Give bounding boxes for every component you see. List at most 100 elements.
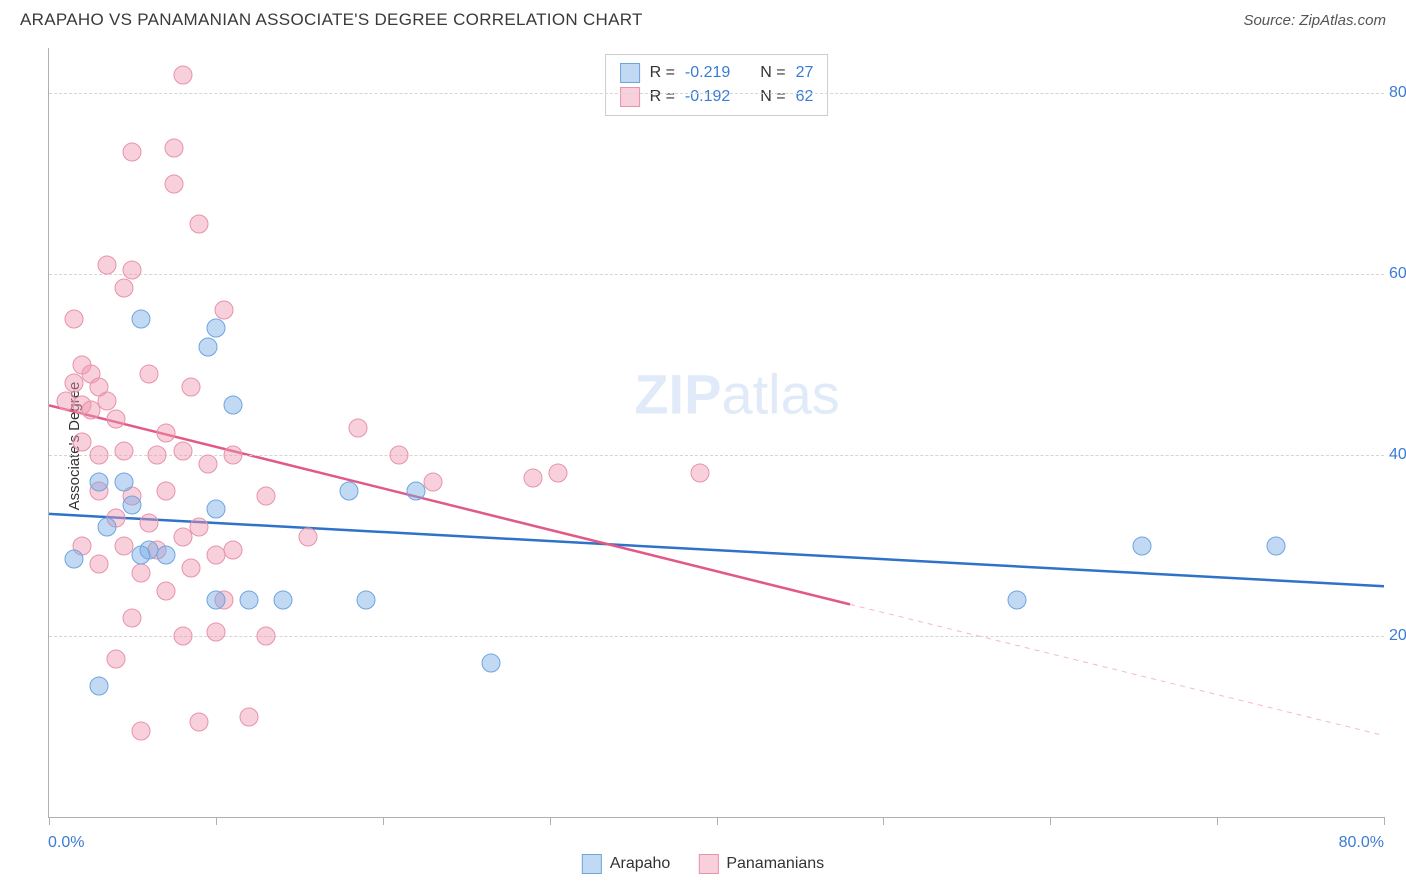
data-point-panamanians [123,608,142,627]
data-point-panamanians [190,713,209,732]
data-point-panamanians [173,441,192,460]
x-tick [383,817,384,825]
data-point-panamanians [548,464,567,483]
data-point-panamanians [123,143,142,162]
gridline [49,93,1384,94]
stats-row-panamanians: R = -0.192 N = 62 [620,85,814,109]
data-point-panamanians [215,301,234,320]
x-tick [1384,817,1385,825]
data-point-arapaho [198,337,217,356]
data-point-arapaho [1007,590,1026,609]
data-point-arapaho [206,500,225,519]
data-point-panamanians [131,722,150,741]
data-point-arapaho [206,319,225,338]
y-tick-label: 40.0% [1389,446,1406,464]
source-attribution: Source: ZipAtlas.com [1243,12,1386,29]
data-point-arapaho [407,482,426,501]
data-point-panamanians [90,446,109,465]
x-tick [1217,817,1218,825]
data-point-panamanians [156,482,175,501]
legend-item-arapaho: Arapaho [582,854,671,874]
data-point-panamanians [240,708,259,727]
scatter-chart: ZIPatlas R = -0.219 N = 27 R = -0.192 N … [48,48,1384,818]
data-point-arapaho [131,310,150,329]
data-point-panamanians [423,473,442,492]
data-point-panamanians [123,260,142,279]
gridline [49,636,1384,637]
data-point-panamanians [165,138,184,157]
data-point-arapaho [65,550,84,569]
x-tick [49,817,50,825]
data-point-panamanians [156,423,175,442]
legend-label-panamanians: Panamanians [726,855,824,873]
x-axis-end-label: 80.0% [1339,834,1384,852]
r-label: R = [650,64,675,82]
data-point-arapaho [340,482,359,501]
data-point-arapaho [273,590,292,609]
watermark: ZIPatlas [634,362,839,427]
data-point-panamanians [106,649,125,668]
data-point-panamanians [181,378,200,397]
data-point-panamanians [140,364,159,383]
x-tick [717,817,718,825]
x-axis-start-label: 0.0% [48,834,84,852]
r-value-panamanians: -0.192 [685,88,730,106]
x-tick [216,817,217,825]
n-label: N = [760,64,785,82]
data-point-panamanians [190,518,209,537]
data-point-panamanians [98,256,117,275]
series-legend: Arapaho Panamanians [582,854,824,874]
data-point-panamanians [390,446,409,465]
data-point-panamanians [131,563,150,582]
data-point-arapaho [357,590,376,609]
data-point-panamanians [348,418,367,437]
data-point-arapaho [1266,536,1285,555]
gridline [49,274,1384,275]
data-point-arapaho [223,396,242,415]
data-point-arapaho [206,590,225,609]
r-value-arapaho: -0.219 [685,64,730,82]
stats-legend-box: R = -0.219 N = 27 R = -0.192 N = 62 [605,54,829,116]
data-point-panamanians [198,455,217,474]
y-tick-label: 80.0% [1389,84,1406,102]
legend-label-arapaho: Arapaho [610,855,671,873]
data-point-panamanians [65,310,84,329]
data-point-arapaho [90,676,109,695]
y-tick-label: 60.0% [1389,265,1406,283]
legend-item-panamanians: Panamanians [698,854,824,874]
data-point-arapaho [98,518,117,537]
swatch-panamanians [620,87,640,107]
data-point-panamanians [106,409,125,428]
x-tick [550,817,551,825]
data-point-panamanians [173,66,192,85]
data-point-panamanians [223,446,242,465]
r-label: R = [650,88,675,106]
swatch-arapaho [620,63,640,83]
data-point-panamanians [140,513,159,532]
data-point-arapaho [115,473,134,492]
data-point-panamanians [115,278,134,297]
data-point-panamanians [181,559,200,578]
legend-swatch-panamanians [698,854,718,874]
legend-swatch-arapaho [582,854,602,874]
data-point-panamanians [690,464,709,483]
data-point-arapaho [240,590,259,609]
data-point-arapaho [1133,536,1152,555]
data-point-panamanians [148,446,167,465]
n-label: N = [760,88,785,106]
data-point-panamanians [256,486,275,505]
stats-row-arapaho: R = -0.219 N = 27 [620,61,814,85]
n-value-arapaho: 27 [796,64,814,82]
data-point-panamanians [73,432,92,451]
y-tick-label: 20.0% [1389,627,1406,645]
data-point-arapaho [482,654,501,673]
data-point-arapaho [131,545,150,564]
data-point-panamanians [173,627,192,646]
data-point-panamanians [523,468,542,487]
data-point-arapaho [123,495,142,514]
data-point-panamanians [298,527,317,546]
trend-lines-svg [49,48,1384,817]
data-point-panamanians [256,627,275,646]
data-point-panamanians [98,391,117,410]
data-point-panamanians [223,541,242,560]
